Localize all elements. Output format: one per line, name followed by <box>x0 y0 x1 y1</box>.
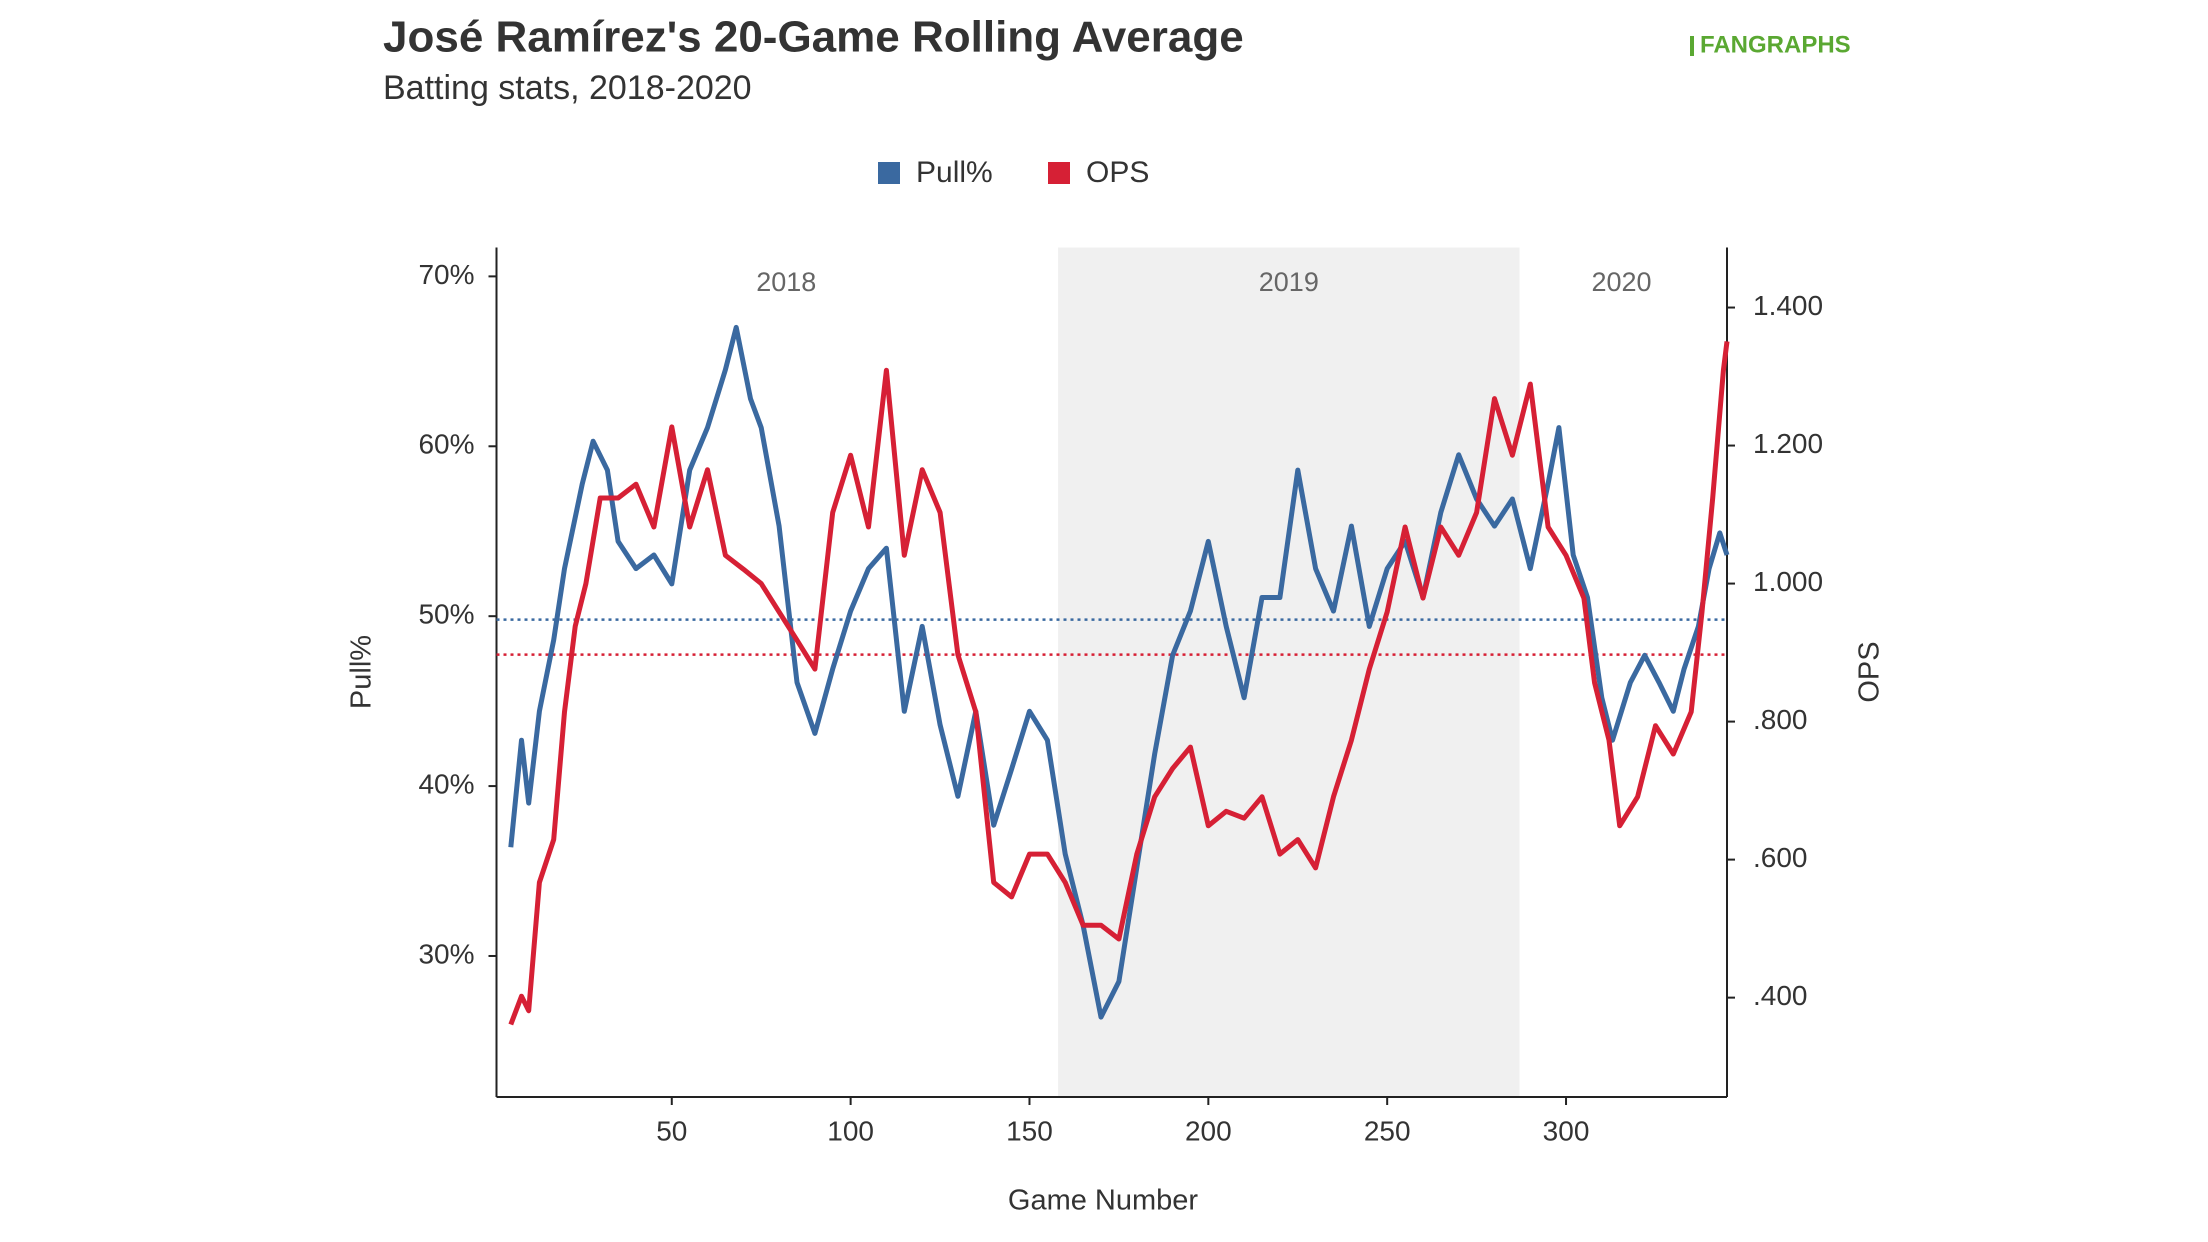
y-tick-label: 30% <box>418 938 474 969</box>
y2-tick-label: 1.400 <box>1753 290 1823 321</box>
series-line <box>508 324 1730 1020</box>
y2-tick-label: .600 <box>1753 842 1808 873</box>
shaded-span <box>1058 247 1520 1097</box>
source: FANGRAPHS <box>1700 31 1851 58</box>
annotation: 2020 <box>1591 267 1651 297</box>
legend-swatch <box>878 162 900 184</box>
x-tick-label: 300 <box>1543 1115 1590 1146</box>
y-tick-label: 60% <box>418 429 474 460</box>
x-tick-label: 50 <box>656 1115 687 1146</box>
source-logo: FANGRAPHS <box>1690 31 1851 58</box>
legend-swatch <box>1048 162 1070 184</box>
x-tick-label: 150 <box>1006 1115 1053 1146</box>
y2-tick-label: .400 <box>1753 980 1808 1011</box>
y2-tick-label: .800 <box>1753 704 1808 735</box>
y2-tick-label: 1.200 <box>1753 428 1823 459</box>
annotation: 2018 <box>756 267 816 297</box>
y2-tick-label: 1.000 <box>1753 566 1823 597</box>
chart-subtitle: Batting stats, 2018-2020 <box>383 69 752 107</box>
y2-axis-label: OPS <box>1854 641 1886 702</box>
chart-title: José Ramírez's 20-Game Rolling Average <box>383 13 1244 62</box>
legend-label: OPS <box>1086 156 1149 189</box>
annotation: 2019 <box>1259 267 1319 297</box>
y-tick-label: 50% <box>418 599 474 630</box>
x-tick-label: 200 <box>1185 1115 1232 1146</box>
series-line <box>508 341 1730 1026</box>
legend-label: Pull% <box>916 156 993 189</box>
x-tick-label: 100 <box>827 1115 874 1146</box>
x-axis-label: Game Number <box>1008 1185 1199 1217</box>
legend-item: OPS <box>1048 156 1149 189</box>
logo-mark <box>1690 36 1694 56</box>
x-tick-label: 250 <box>1364 1115 1411 1146</box>
legend-item: Pull% <box>878 156 993 189</box>
y-tick-label: 40% <box>418 768 474 799</box>
y-axis-label: Pull% <box>346 635 378 709</box>
y-tick-label: 70% <box>418 259 474 290</box>
